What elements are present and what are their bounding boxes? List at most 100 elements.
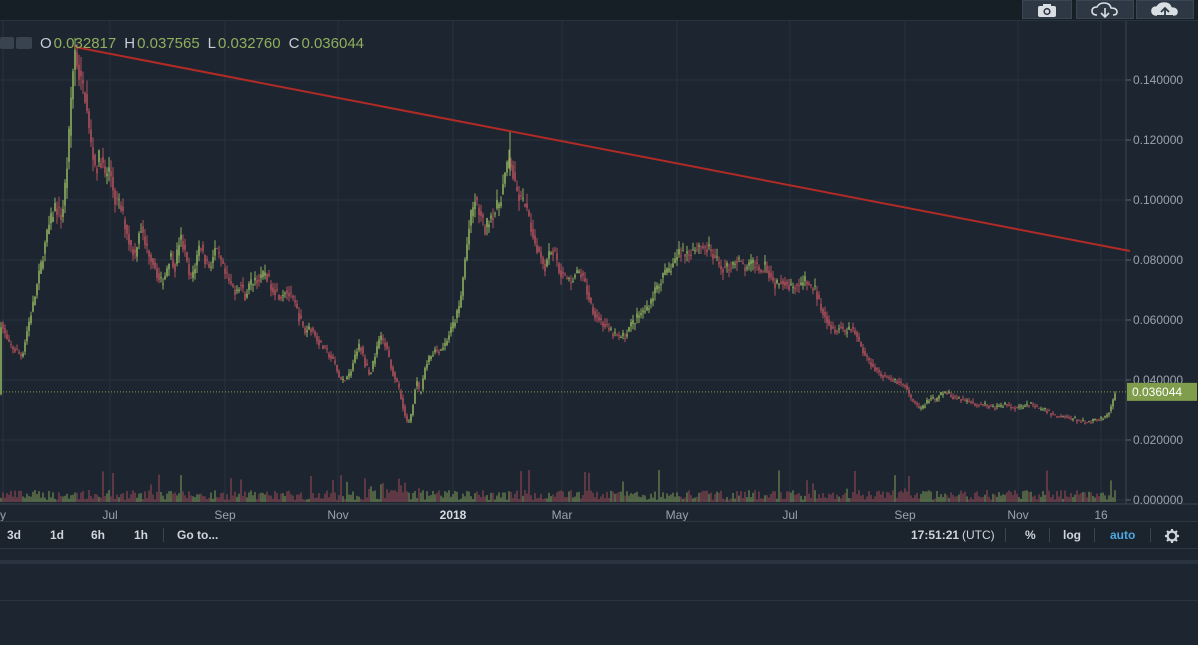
candle-body [294,300,296,303]
volume-bar [176,495,178,502]
candle-body [862,347,864,354]
volume-bar [282,493,284,502]
volume-bar [86,498,88,502]
volume-bar [972,499,974,502]
volume-bar [620,491,622,502]
candle-body [912,398,914,401]
volume-bar [596,491,598,502]
candle-body [420,392,422,394]
volume-bar [342,496,344,502]
y-tick-label: 0.020000 [1133,433,1183,447]
range-1h[interactable]: 1h [134,528,149,542]
volume-bar [902,492,904,502]
x-tick-label: Nov [1007,508,1028,522]
percent-toggle[interactable]: % [1025,528,1036,542]
volume-bar [802,499,804,502]
snapshot-button[interactable] [1022,0,1072,19]
candle-body [206,259,208,261]
candle-body [972,401,974,404]
download-button[interactable] [1076,0,1134,19]
volume-bar [870,494,872,502]
volume-bar [24,497,26,502]
candle-body [1036,406,1038,408]
auto-toggle[interactable]: auto [1110,528,1136,542]
volume-bar [1012,495,1014,502]
range-1d[interactable]: 1d [50,528,65,542]
trendline[interactable] [74,46,1131,252]
candle-body [720,265,722,269]
volume-bar [636,491,638,502]
candle-body [612,333,614,337]
candle-body [672,263,674,268]
volume-bar [1042,491,1044,502]
candle-body [850,328,852,331]
volume-bar [544,498,546,502]
candle-body [56,208,58,215]
candle-body [224,268,226,274]
visibility-icon[interactable] [0,37,14,49]
range-3d[interactable]: 3d [7,528,22,542]
volume-bar [430,495,432,502]
candle-body [962,398,964,400]
candle-body [244,293,246,301]
volume-bar [666,493,668,502]
volume-bar [1058,496,1060,502]
candle-body [22,353,24,357]
chart-settings-button[interactable] [1165,522,1179,548]
volume-bar [614,493,616,502]
candle-body [272,287,274,293]
volume-bar [572,497,574,502]
candle-body [684,254,686,257]
candle-body [608,327,610,330]
volume-bar [182,491,184,502]
clock-timezone[interactable]: (UTC) [962,528,995,542]
candle-body [798,285,800,287]
candle-body [658,286,660,289]
volume-bar [964,491,966,502]
candle-body [174,263,176,272]
candle-body [72,71,74,100]
candle-body [122,206,124,212]
volume-bar [952,494,954,502]
indicator-panel[interactable] [0,560,1198,645]
goto-button[interactable]: Go to... [177,528,219,542]
candle-body [304,327,306,334]
volume-bar [396,491,398,502]
candle-body [780,281,782,284]
candle-body [458,306,460,314]
volume-bar [922,491,924,502]
candle-body [320,340,322,342]
volume-bar [34,490,36,502]
log-toggle[interactable]: log [1063,528,1081,542]
x-tick-label: Sep [894,508,916,522]
candle-body [6,334,8,340]
candle-body [202,244,204,252]
volume-bar [226,494,228,502]
settings-small-icon[interactable] [16,37,32,49]
candle-body [156,268,158,278]
volume-bar [622,481,624,502]
volume-bar [498,492,500,502]
volume-bar [1106,499,1108,502]
volume-bar [450,496,452,502]
chart-canvas[interactable]: 0.140000 0.120000 0.100000 0.080000 0.060000… [0,0,1198,525]
candle-body [164,276,166,280]
candle-body [1092,419,1094,421]
volume-bar [628,495,630,502]
price-chart[interactable]: 0.140000 0.120000 0.100000 0.080000 0.060000… [0,0,1198,525]
candle-body [742,262,744,265]
range-6h[interactable]: 6h [91,528,106,542]
candle-body [118,199,120,201]
volume-bar [954,496,956,502]
volume-bar [360,498,362,502]
volume-bar [46,499,48,502]
upload-button[interactable] [1136,0,1194,19]
candle-body [1000,405,1002,407]
candle-body [1040,408,1042,410]
volume-bar [164,499,166,502]
candle-body [902,383,904,385]
candle-body [566,277,568,280]
volume-bar [68,498,70,502]
candle-body [0,327,2,395]
clock-time: 17:51:21 [911,528,960,542]
